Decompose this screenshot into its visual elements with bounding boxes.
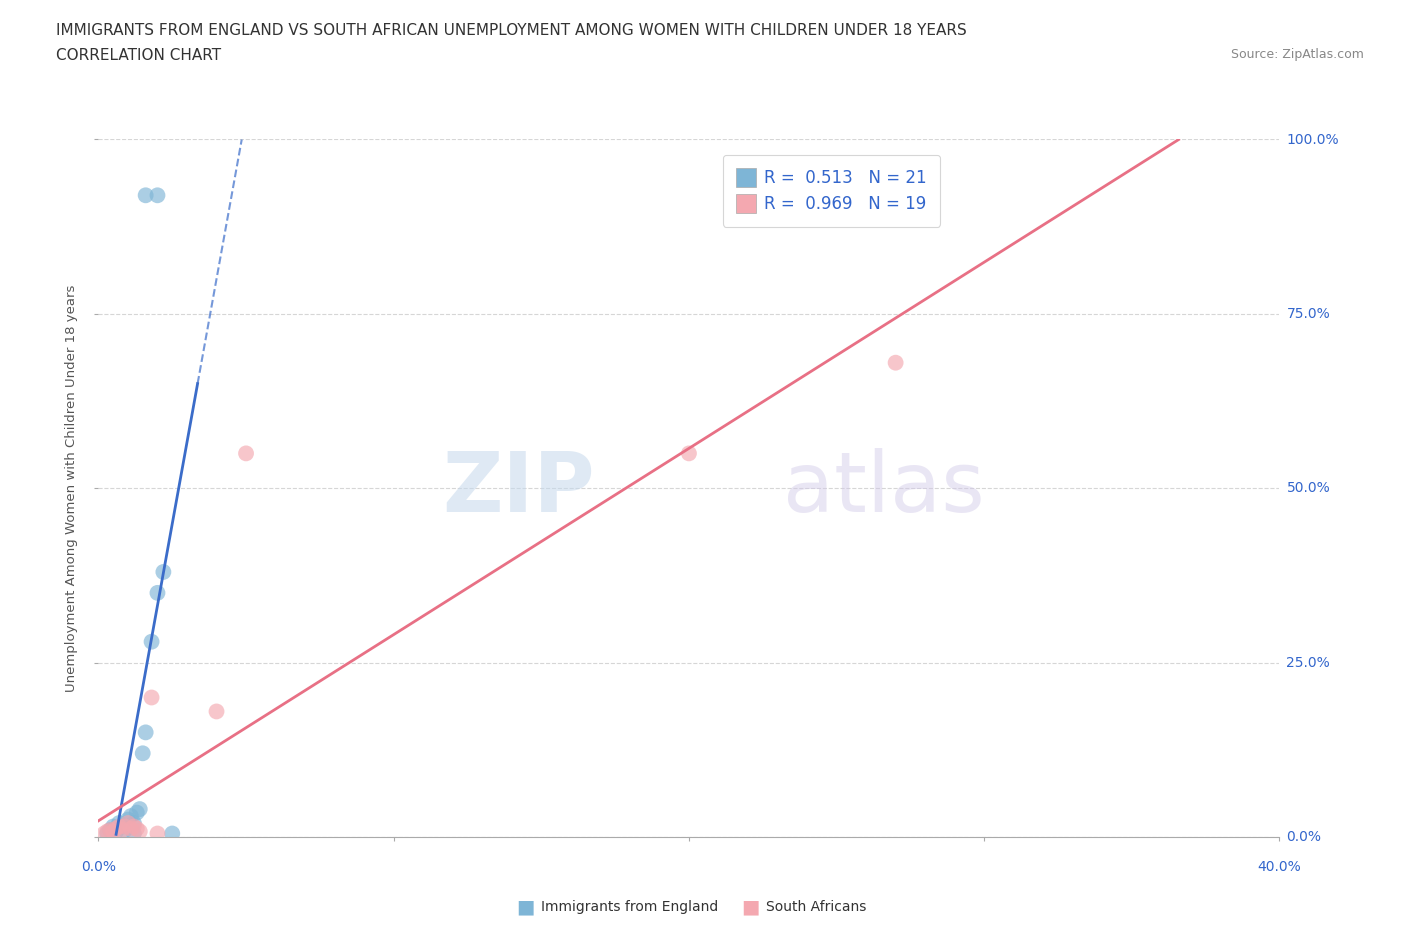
Point [146,586,169,601]
Point [98,823,121,837]
Point [96,824,118,839]
Text: 0.0%: 0.0% [82,860,115,874]
Point [117,812,139,827]
Point [884,355,907,370]
Point [146,188,169,203]
Text: atlas: atlas [783,447,986,529]
Text: 50.0%: 50.0% [1286,481,1330,496]
Point [235,445,257,460]
Point [103,819,125,834]
Point [125,821,148,836]
Point [162,826,183,841]
Text: 0.0%: 0.0% [1286,830,1322,844]
Text: CORRELATION CHART: CORRELATION CHART [56,48,221,63]
Point [122,826,145,841]
Point [135,725,157,740]
Point [105,824,128,839]
Point [152,565,174,579]
Point [111,823,134,837]
Point [135,188,157,203]
Text: 25.0%: 25.0% [1286,656,1330,670]
Point [103,824,125,839]
Legend: R =  0.513   N = 21, R =  0.969   N = 19: R = 0.513 N = 21, R = 0.969 N = 19 [723,154,941,227]
Point [93,826,115,841]
Point [146,826,169,841]
Point [125,805,148,820]
Text: ■: ■ [741,897,759,916]
Text: ZIP: ZIP [441,447,595,529]
Point [120,809,142,824]
Text: IMMIGRANTS FROM ENGLAND VS SOUTH AFRICAN UNEMPLOYMENT AMONG WOMEN WITH CHILDREN : IMMIGRANTS FROM ENGLAND VS SOUTH AFRICAN… [56,23,967,38]
Text: 75.0%: 75.0% [1286,307,1330,321]
Text: 40.0%: 40.0% [1257,860,1302,874]
Point [122,816,145,830]
Point [111,819,134,834]
Point [120,821,142,836]
Text: 100.0%: 100.0% [1286,132,1339,147]
Text: South Africans: South Africans [766,899,866,914]
Text: Source: ZipAtlas.com: Source: ZipAtlas.com [1230,48,1364,61]
Point [128,802,150,817]
Point [108,819,131,834]
Point [117,816,139,830]
Point [128,824,150,839]
Point [96,826,118,841]
Point [141,690,163,705]
Point [132,746,155,761]
Y-axis label: Unemployment Among Women with Children Under 18 years: Unemployment Among Women with Children U… [65,285,79,692]
Point [114,823,136,837]
Text: Immigrants from England: Immigrants from England [541,899,718,914]
Point [114,819,136,834]
Point [678,445,700,460]
Point [108,816,131,830]
Point [98,823,121,837]
Point [122,819,145,834]
Point [141,634,163,649]
Point [205,704,228,719]
Point [105,821,128,836]
Text: ■: ■ [516,897,534,916]
